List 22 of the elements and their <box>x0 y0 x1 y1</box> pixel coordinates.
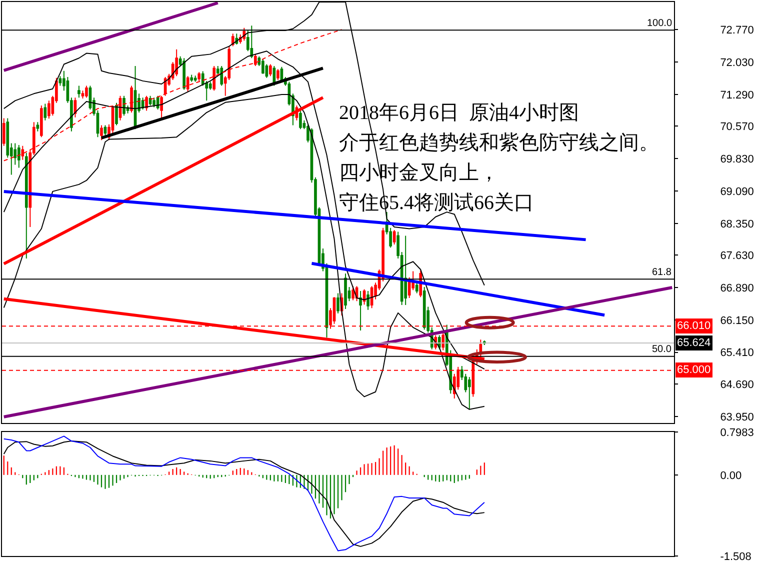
y-tick-label: 72.030 <box>720 56 754 69</box>
annotation: 100.0 <box>647 18 672 29</box>
ref-line-label: 66.010 <box>677 320 711 332</box>
y-tick-label: 0.00 <box>720 470 742 482</box>
y-tick-label: 66.890 <box>720 282 754 294</box>
y-tick-label: 68.350 <box>720 218 754 230</box>
ref-line-label: 65.624 <box>677 337 711 349</box>
y-tick-label: -1.508 <box>720 550 752 563</box>
y-tick-label: 70.570 <box>720 120 754 133</box>
annotation: 61.8 <box>652 267 672 278</box>
y-tick-label: 64.690 <box>720 378 754 391</box>
y-tick-label: 0.7983 <box>720 426 754 439</box>
y-tick-label: 72.770 <box>720 24 754 36</box>
y-tick-label: 65.410 <box>720 347 754 360</box>
y-tick-label: 71.290 <box>720 89 754 102</box>
y-tick-label: 63.950 <box>720 411 754 424</box>
annotation: 50.0 <box>652 344 672 355</box>
y-tick-label: 67.630 <box>720 250 754 262</box>
ref-line-label: 65.000 <box>677 364 711 376</box>
y-tick-label: 69.090 <box>720 186 754 198</box>
y-tick-label: 69.830 <box>720 153 754 166</box>
y-tick-label: 66.150 <box>720 314 754 327</box>
